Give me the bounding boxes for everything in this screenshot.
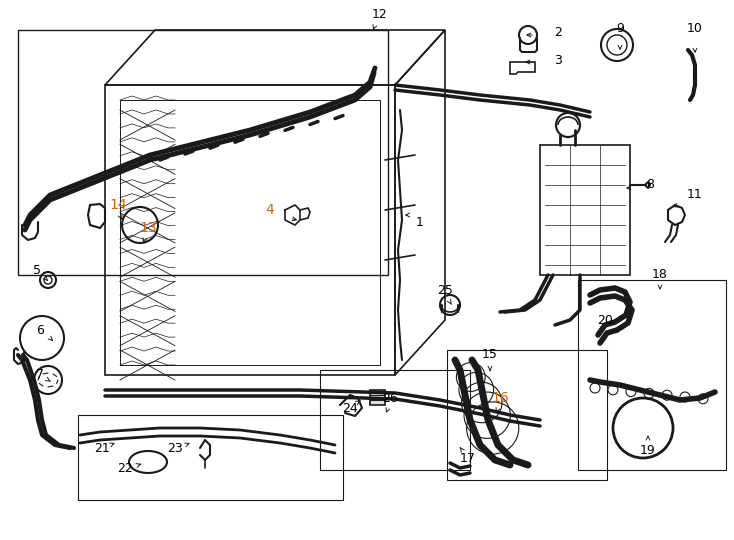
Text: 4: 4 — [266, 203, 275, 217]
Text: 7: 7 — [36, 368, 44, 381]
Bar — [18, 30, 388, 275]
Text: 3: 3 — [554, 53, 562, 66]
Text: 8: 8 — [646, 179, 654, 192]
Bar — [447, 350, 607, 480]
Text: 20: 20 — [597, 314, 613, 327]
Text: 16: 16 — [491, 391, 509, 405]
Text: 18: 18 — [652, 268, 668, 281]
Text: 9: 9 — [616, 22, 624, 35]
Text: 19: 19 — [640, 443, 656, 456]
Text: 1: 1 — [416, 215, 424, 228]
Polygon shape — [370, 390, 385, 405]
Bar — [78, 415, 343, 500]
Text: 6: 6 — [36, 323, 44, 336]
Text: 21: 21 — [94, 442, 110, 455]
Text: 23: 23 — [167, 442, 183, 455]
Text: 25: 25 — [437, 284, 453, 296]
Text: 10: 10 — [687, 22, 703, 35]
Text: 5: 5 — [33, 264, 41, 276]
Text: 11: 11 — [687, 188, 703, 201]
Text: 15: 15 — [482, 348, 498, 361]
Text: 14: 14 — [109, 198, 127, 212]
Text: 12: 12 — [372, 9, 388, 22]
Bar — [320, 370, 470, 470]
Bar — [578, 280, 726, 470]
Text: 26: 26 — [382, 392, 398, 404]
Text: 22: 22 — [117, 462, 133, 475]
Text: 17: 17 — [460, 451, 476, 464]
Text: 13: 13 — [139, 221, 157, 235]
Text: 2: 2 — [554, 25, 562, 38]
Text: 24: 24 — [342, 402, 358, 415]
